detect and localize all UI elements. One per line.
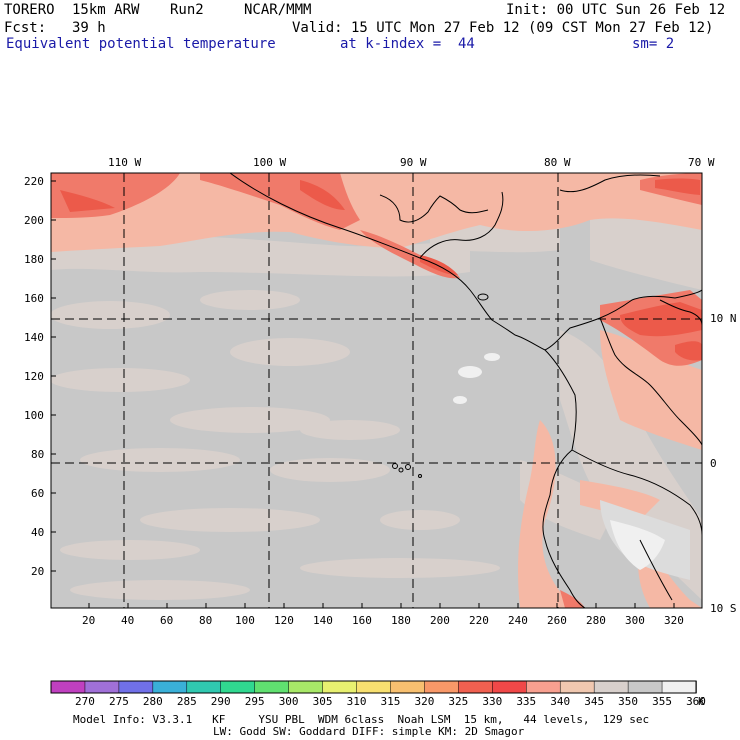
x-tick-label: 320 xyxy=(664,614,684,627)
lon-label-100w: 100 W xyxy=(253,156,287,169)
colorbar-swatch xyxy=(50,680,86,694)
x-tick-label: 120 xyxy=(274,614,294,627)
y-tick-label: 220 xyxy=(24,175,44,188)
y-tick-label: 100 xyxy=(24,409,44,422)
y-tick-label: 160 xyxy=(24,292,44,305)
colorbar-label: 320 xyxy=(414,695,435,708)
colorbar-label: 335 xyxy=(516,695,537,708)
y-tick-label: 80 xyxy=(31,448,45,461)
map-field xyxy=(51,173,702,608)
colorbar-swatch xyxy=(322,680,358,694)
level-label: at k-index = 44 xyxy=(340,36,475,52)
colorbar-swatch xyxy=(356,680,392,694)
islands xyxy=(392,293,489,478)
forecast-label: Fcst: xyxy=(4,20,47,36)
valid-time: Valid: 15 UTC Mon 27 Feb 12 (09 CST Mon … xyxy=(292,20,714,36)
x-tick-label: 280 xyxy=(586,614,606,627)
x-tick-label: 200 xyxy=(430,614,450,627)
colorbar-swatch xyxy=(526,680,561,694)
colorbar-label: 285 xyxy=(176,695,197,708)
lat-label-10n: 10 N xyxy=(710,312,737,325)
physics-info: LW: Godd SW: Goddard DIFF: simple KM: 2D… xyxy=(213,725,525,738)
colorbar-label: 310 xyxy=(346,695,367,708)
smoothing-label: sm= 2 xyxy=(632,36,675,52)
colorbar-label: 290 xyxy=(210,695,231,708)
colorbar-swatch xyxy=(593,680,629,694)
colorbar-swatch xyxy=(559,680,595,694)
y-tick-label: 40 xyxy=(31,526,45,539)
x-tick-label: 140 xyxy=(313,614,333,627)
colorbar-swatch xyxy=(288,680,324,694)
x-tick-label: 20 xyxy=(82,614,96,627)
colorbar-label: 300 xyxy=(278,695,299,708)
x-tick-label: 260 xyxy=(547,614,567,627)
y-tick-label: 20 xyxy=(31,565,45,578)
colorbar-swatch xyxy=(220,680,256,694)
model-info: Model Info: V3.3.1 KF YSU PBL WDM 6class… xyxy=(73,713,650,726)
graticule xyxy=(51,173,702,608)
colorbar-label: 345 xyxy=(584,695,605,708)
y-tick-label: 60 xyxy=(31,487,45,500)
colorbar-unit: K xyxy=(698,695,705,708)
coastlines xyxy=(229,173,702,608)
colorbar-label: 350 xyxy=(618,695,639,708)
x-tick-label: 220 xyxy=(469,614,489,627)
colorbar-swatch xyxy=(84,680,120,694)
x-tick-label: 240 xyxy=(508,614,528,627)
colorbar-swatch xyxy=(186,680,222,694)
x-tick-label: 160 xyxy=(352,614,372,627)
field-name: Equivalent potential temperature xyxy=(6,36,276,52)
colorbar-label: 340 xyxy=(550,695,571,708)
y-tick-label: 120 xyxy=(24,370,44,383)
x-tick-label: 80 xyxy=(199,614,213,627)
x-tick-label: 40 xyxy=(121,614,135,627)
lat-label-0: 0 xyxy=(710,457,717,470)
colorbar-label: 295 xyxy=(244,695,265,708)
colorbar-swatch xyxy=(390,680,426,694)
x-tick-label: 60 xyxy=(160,614,174,627)
init-time: Init: 00 UTC Sun 26 Feb 12 xyxy=(506,2,726,18)
run-label: Run2 xyxy=(170,2,204,18)
colorbar-swatch xyxy=(627,680,663,694)
colorbar-label: 325 xyxy=(448,695,469,708)
x-tick-label: 300 xyxy=(625,614,645,627)
model-resolution: 15km ARW xyxy=(72,2,140,18)
colorbar-swatch xyxy=(661,680,697,694)
field-340-band xyxy=(51,173,702,608)
lon-label-80w: 80 W xyxy=(544,156,571,169)
colorbar-swatch xyxy=(492,680,528,694)
lon-label-90w: 90 W xyxy=(400,156,427,169)
model-name: TORERO xyxy=(4,2,55,18)
y-tick-label: 200 xyxy=(24,214,44,227)
colorbar-label: 330 xyxy=(482,695,503,708)
org-label: NCAR/MMM xyxy=(244,2,312,18)
lon-label-70w: 70 W xyxy=(688,156,715,169)
map-frame xyxy=(50,172,703,609)
colorbar-label: 315 xyxy=(380,695,401,708)
lat-label-10s: 10 S xyxy=(710,602,737,615)
colorbar-swatch xyxy=(254,680,290,694)
lon-label-110w: 110 W xyxy=(108,156,142,169)
colorbar-label: 305 xyxy=(312,695,333,708)
field-355-360-patches xyxy=(453,353,690,580)
colorbar-label: 280 xyxy=(142,695,163,708)
x-tick-label: 180 xyxy=(391,614,411,627)
y-tick-label: 140 xyxy=(24,331,44,344)
forecast-hours: 39 h xyxy=(72,20,106,36)
colorbar-label: 360 xyxy=(686,695,706,708)
colorbar-swatch xyxy=(424,680,460,694)
colorbar-frame xyxy=(50,680,697,694)
colorbar-label: 275 xyxy=(108,695,129,708)
colorbar-label: 355 xyxy=(652,695,672,708)
x-tick-label: 100 xyxy=(235,614,255,627)
colorbar xyxy=(50,680,697,694)
colorbar-swatch xyxy=(152,680,188,694)
y-tick-label: 180 xyxy=(24,253,44,266)
tick-marks xyxy=(51,180,675,608)
colorbar-swatch xyxy=(458,680,494,694)
colorbar-swatch xyxy=(118,680,154,694)
colorbar-label: 270 xyxy=(75,695,95,708)
